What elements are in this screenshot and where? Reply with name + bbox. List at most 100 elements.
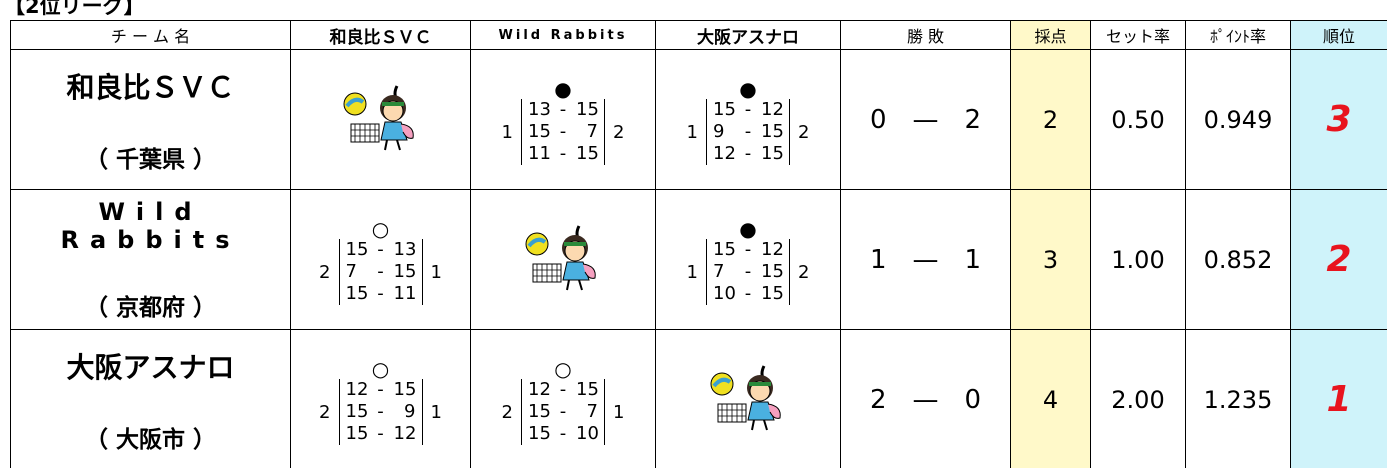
score-own: 15 [345,423,369,444]
team-row: Wild Rabbits （ 京都府 ） ○ 2 15-13 7-15 15-11 1 ● 1 15… [10,189,1387,330]
team-row: 大阪アスナロ（ 大阪市 ） ○ 2 12-15 15-9 15-12 1 ○ 2 12-15 15-… [10,329,1387,468]
score-own: 11 [528,143,551,164]
team-cell: 和良比ＳＶＣ （ 千葉県 ） [10,49,291,190]
dash: - [377,423,384,444]
score-opp: 15 [761,143,784,164]
score-row: 2 12-15 15-9 15-12 1 [319,379,442,445]
sets-against: 2 [798,121,810,143]
score-opp: 10 [576,423,599,444]
rank: 2 [1290,189,1387,330]
sets-against: 2 [613,121,625,143]
header-cell: チ ー ム 名 [10,20,291,50]
set-scores: 15-13 7-15 15-11 [338,239,423,305]
sets-against: 2 [798,261,810,283]
team-cell: Wild Rabbits （ 京都府 ） [10,189,291,330]
match-result: ○ [371,357,390,381]
score-opp: 15 [761,121,784,142]
score-own: 15 [713,99,736,120]
dash: - [559,423,567,444]
dash: — [912,244,939,275]
dash: — [912,384,939,415]
score-opp: 11 [393,283,417,304]
dash: - [377,239,384,260]
match-cell: ● 1 15-12 9-15 12-15 2 [655,49,841,190]
score-own: 15 [345,239,369,260]
dash: - [377,379,384,400]
points: 2 [1010,49,1091,190]
table-body: チ ー ム 名和良比ＳＶＣ Wild Rabbits 大阪アスナロ勝 敗採点 セット率… [10,20,1387,468]
header-cell: セット率 [1090,20,1186,50]
dash: - [559,121,567,142]
score-own: 12 [528,379,551,400]
team-cell: 大阪アスナロ （ 大阪市 ） [10,329,291,468]
dash: - [744,283,752,304]
sets-against: 1 [430,261,442,283]
score-opp: 7 [586,401,598,422]
match-result: ● [739,77,757,101]
match-cell: ○ 2 12-15 15-7 15-10 1 [470,329,656,468]
wins: 2 [869,384,887,415]
score-own: 15 [345,401,369,422]
score-opp: 12 [761,99,784,120]
record: 2 — 0 [841,385,1010,415]
record-cell: 2 — 0 [840,329,1011,468]
set-rate: 2.00 [1090,329,1186,468]
score-own: 13 [528,99,551,120]
score-own: 12 [345,379,369,400]
dash: - [744,143,752,164]
dash: - [559,379,567,400]
match-result: ● [739,217,757,241]
wins: 0 [869,104,887,135]
record-cell: 0 — 2 [840,49,1011,190]
match-block: ○ 2 12-15 15-7 15-10 1 [502,357,625,445]
team-row: 和良比ＳＶＣ （ 千葉県 ） ● 1 13-15 15-7 11-15 2 ● 1 15-12 9-1… [10,49,1387,190]
set-scores: 12-15 15-9 15-12 [338,379,423,445]
league-table: チ ー ム 名和良比ＳＶＣ Wild Rabbits 大阪アスナロ勝 敗採点 セット率… [10,20,1387,468]
set-scores: 15-12 7-15 10-15 [706,239,790,305]
match-block: ● 1 13-15 15-7 11-15 2 [501,77,625,165]
match-result: ● [554,77,572,101]
match-result: ○ [554,357,572,381]
match-block: ● 1 15-12 9-15 12-15 2 [687,77,810,165]
team-name: 和良比ＳＶＣ [66,70,235,104]
set-scores: 12-15 15-7 15-10 [521,379,605,445]
team-name: 大阪アスナロ [66,350,235,384]
score-row: 1 13-15 15-7 11-15 2 [501,99,625,165]
team-name: Wild Rabbits [60,197,241,254]
points: 4 [1010,329,1091,468]
header-cell: 採点 [1010,20,1091,50]
sets-for: 1 [686,261,698,283]
point-rate: 1.235 [1185,329,1291,468]
score-opp: 15 [761,261,784,282]
match-block: ● 1 15-12 7-15 10-15 2 [686,217,810,305]
dash: - [559,401,567,422]
dash: - [377,283,384,304]
match-cell: ● 1 13-15 15-7 11-15 2 [470,49,656,190]
dash: - [744,99,752,120]
dash: - [744,261,752,282]
dash: - [559,99,567,120]
header-cell: 和良比ＳＶＣ [290,20,471,50]
score-opp: 15 [576,379,599,400]
score-row: 2 15-13 7-15 15-11 1 [319,239,442,305]
score-own: 9 [713,121,725,142]
header-cell: 勝 敗 [840,20,1011,50]
header-cell: Wild Rabbits [470,20,656,50]
team-pref: （ 京都府 ） [84,294,216,321]
match-block: ○ 2 12-15 15-9 15-12 1 [319,359,442,445]
sets-for: 1 [501,121,513,143]
point-rate: 0.949 [1185,49,1291,190]
header-row: チ ー ム 名和良比ＳＶＣ Wild Rabbits 大阪アスナロ勝 敗採点 セット率… [10,20,1387,50]
match-cell: ○ 2 15-13 7-15 15-11 1 [290,189,471,330]
sets-against: 1 [613,401,625,423]
wins: 1 [869,244,887,275]
losses: 1 [964,244,982,275]
dash: - [377,401,384,422]
score-own: 15 [528,401,551,422]
team-pref: （ 千葉県 ） [84,146,216,173]
sets-for: 2 [319,401,331,423]
header-cell: 大阪アスナロ [655,20,841,50]
score-opp: 12 [393,423,417,444]
score-row: 1 15-12 9-15 12-15 2 [687,99,810,165]
score-opp: 9 [404,401,416,422]
